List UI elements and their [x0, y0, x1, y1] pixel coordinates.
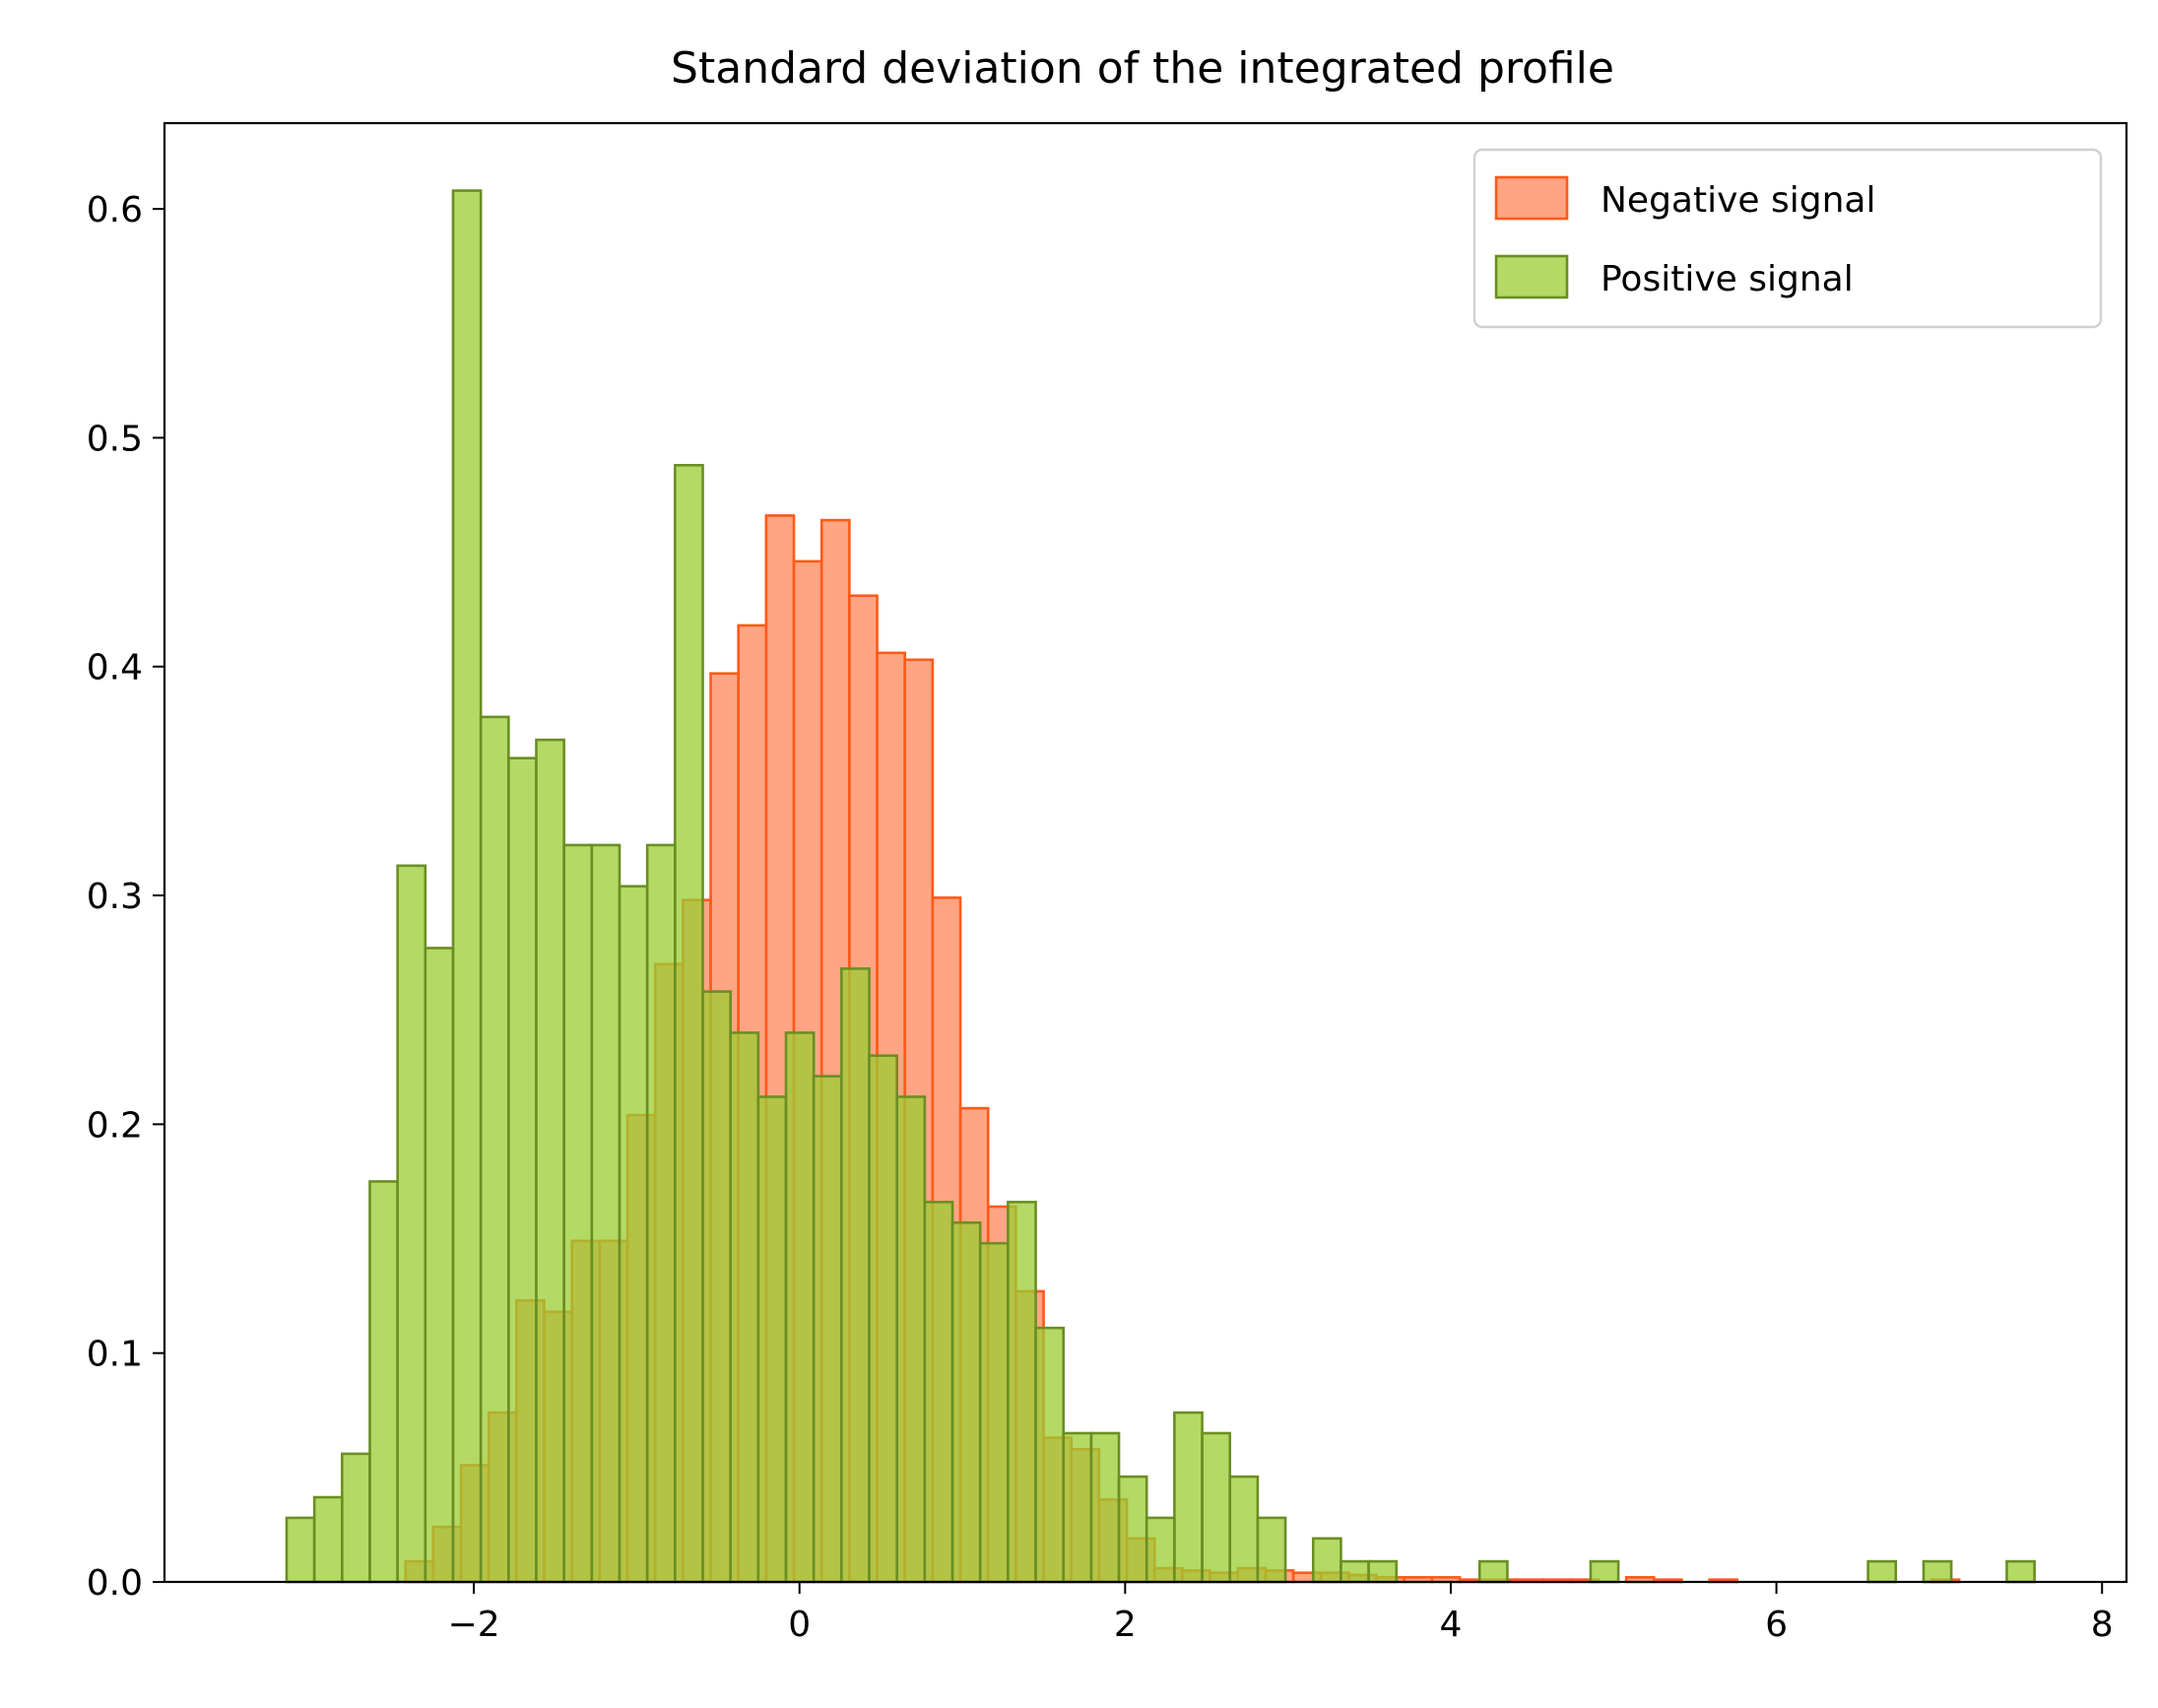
histogram-bar	[1866, 1559, 1898, 1584]
histogram-bar	[1117, 1475, 1148, 1584]
histogram-bar	[812, 1075, 843, 1584]
plot-frame	[163, 121, 2128, 1584]
axes-layer: −2 0 2 4 6 8 0.0 0.1 0.2 0.3 0.4 0.5 0.6	[87, 121, 2128, 1645]
histogram-bar	[701, 990, 732, 1584]
y-tick-label: 0.3	[87, 877, 143, 917]
histogram-bar	[868, 1054, 899, 1584]
histogram-bar	[1367, 1559, 1399, 1584]
histogram-bar	[1922, 1559, 1953, 1584]
histogram-bar	[784, 1031, 816, 1584]
x-tick-label: 4	[1440, 1605, 1463, 1645]
x-tick-label: 0	[788, 1605, 811, 1645]
histogram-bar	[507, 756, 538, 1584]
histogram-bar	[1340, 1559, 1370, 1584]
histogram-bar	[1228, 1475, 1260, 1584]
histogram-bar	[396, 864, 427, 1584]
histogram-bar	[368, 1180, 399, 1584]
histogram-bar	[590, 843, 621, 1584]
histogram-bar	[1477, 1559, 1509, 1584]
series-positive	[285, 189, 2036, 1584]
histogram-bar	[1007, 1201, 1037, 1584]
histogram-bar	[562, 843, 594, 1584]
histogram-bar	[1589, 1559, 1620, 1584]
y-tick-label: 0.5	[87, 419, 143, 459]
histogram-bar	[1256, 1516, 1287, 1584]
chart-title: Standard deviation of the integrated pro…	[671, 43, 1614, 94]
x-tick-label: −2	[448, 1605, 500, 1645]
histogram-bar	[729, 1031, 760, 1584]
histogram-bar	[840, 967, 871, 1584]
y-tick-label: 0.0	[87, 1563, 143, 1604]
legend-label: Negative signal	[1601, 180, 1876, 221]
histogram-bar	[923, 1201, 954, 1584]
histogram-bar	[1034, 1326, 1066, 1584]
legend-box	[1472, 148, 2103, 329]
histogram-bar	[950, 1220, 982, 1584]
legend-swatch	[1494, 175, 1569, 221]
histogram-bar	[978, 1241, 1010, 1584]
histogram-bar	[285, 1516, 316, 1584]
histogram-bar	[674, 464, 704, 1584]
histogram-bar	[618, 885, 649, 1584]
histogram-bar	[1173, 1411, 1204, 1584]
x-tick-label: 6	[1765, 1605, 1788, 1645]
legend-label: Positive signal	[1601, 259, 1854, 299]
histogram-bar	[756, 1095, 788, 1584]
x-tick-label: 2	[1114, 1605, 1137, 1645]
bars-layer	[285, 189, 2036, 1584]
legend-swatch	[1494, 254, 1569, 299]
histogram-bar	[1311, 1537, 1342, 1584]
histogram-bar	[1201, 1431, 1232, 1584]
histogram-bar	[424, 947, 455, 1584]
y-tick-label: 0.1	[87, 1335, 143, 1375]
legend: Negative signal Positive signal	[1472, 148, 2103, 329]
y-tick-label: 0.4	[87, 648, 143, 689]
histogram-bar	[1089, 1431, 1121, 1584]
histogram-bar	[1062, 1431, 1093, 1584]
histogram-bar	[535, 738, 565, 1584]
histogram-bar	[895, 1095, 927, 1584]
histogram-bar	[1144, 1516, 1176, 1584]
histogram-bar	[451, 189, 483, 1584]
histogram-bar	[645, 843, 677, 1584]
histogram-bar	[479, 715, 510, 1584]
y-tick-label: 0.2	[87, 1105, 143, 1146]
y-tick-label: 0.6	[87, 190, 143, 230]
histogram-bar	[2005, 1559, 2036, 1584]
x-tick-label: 8	[2091, 1605, 2114, 1645]
histogram-bar	[341, 1452, 371, 1584]
histogram-bar	[312, 1495, 344, 1584]
